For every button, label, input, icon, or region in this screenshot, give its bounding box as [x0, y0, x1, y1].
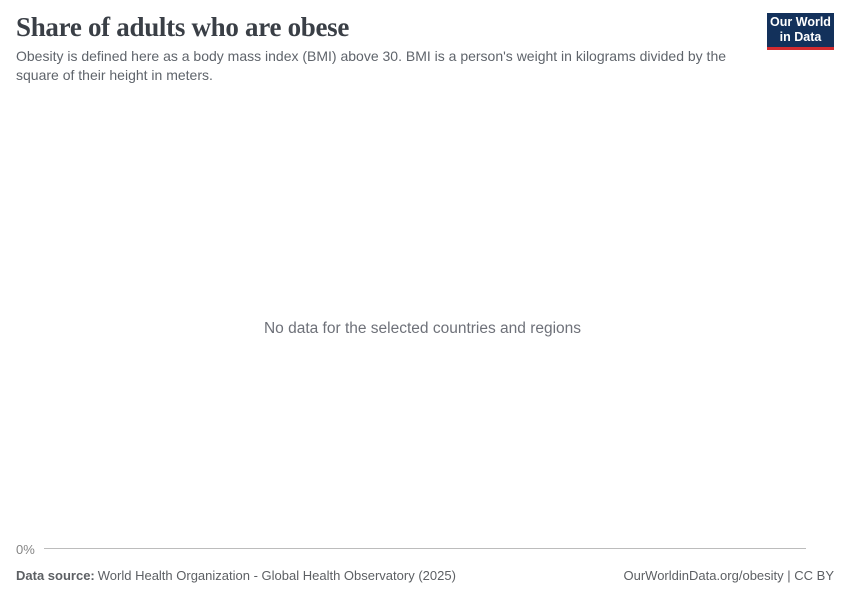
chart-subtitle: Obesity is defined here as a body mass i… — [16, 48, 727, 83]
footer-separator: | — [783, 568, 795, 583]
no-data-message: No data for the selected countries and r… — [263, 320, 582, 337]
owid-url-link[interactable]: OurWorldinData.org/obesity — [623, 568, 784, 583]
owid-logo-line1: Our World — [770, 15, 831, 29]
chart-title[interactable]: Share of adults who are obese — [16, 12, 350, 42]
data-source-label: Data source: — [16, 568, 95, 583]
license-link[interactable]: CC BY — [794, 568, 834, 583]
owid-logo[interactable]: Our World in Data — [767, 13, 834, 50]
data-source[interactable]: Data source: World Health Organization - … — [16, 568, 456, 584]
data-source-value: World Health Organization - Global Healt… — [97, 568, 456, 583]
x-axis-line — [44, 548, 806, 549]
footer-links: OurWorldinData.org/obesity | CC BY — [623, 568, 834, 584]
y-axis-tick-label: 0% — [16, 542, 35, 557]
owid-logo-line2: in Data — [779, 30, 822, 44]
footer: Data source: World Health Organization - … — [16, 568, 834, 584]
